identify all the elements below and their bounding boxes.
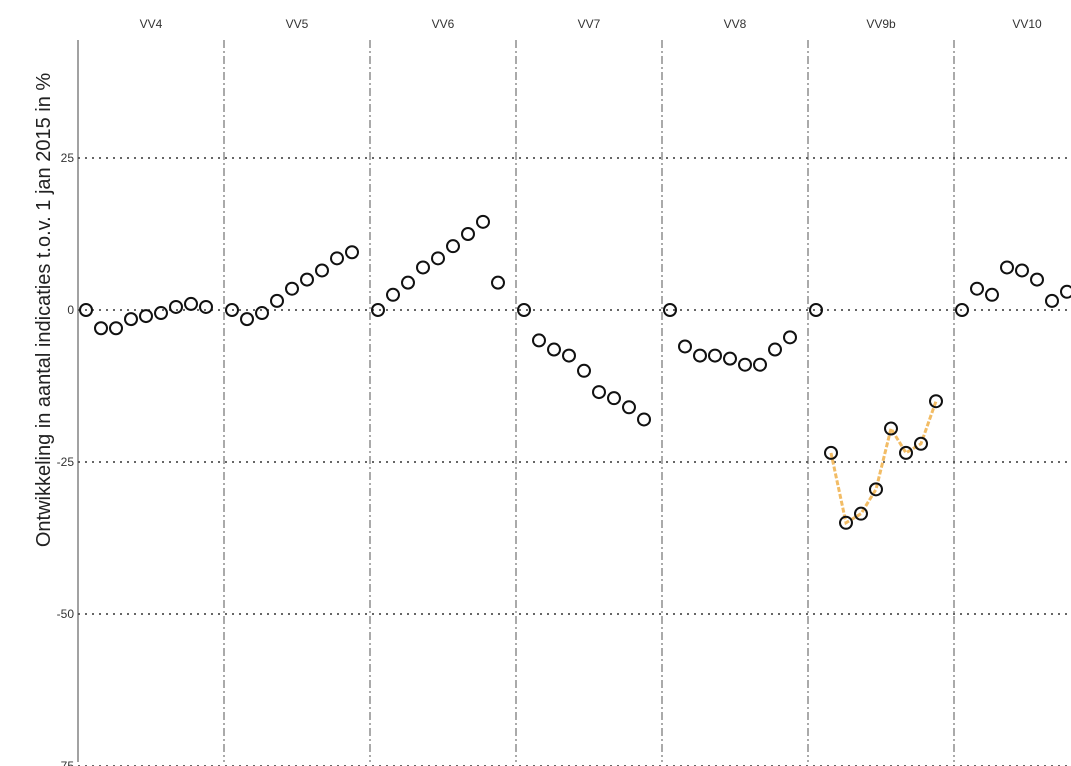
series-line-vv9b: [829, 400, 938, 526]
data-point: [517, 303, 531, 317]
panel-title: VV7: [578, 17, 601, 31]
data-point: [1000, 260, 1014, 275]
data-point: [109, 321, 123, 336]
data-point: [839, 515, 853, 530]
data-point: [547, 342, 561, 357]
panel-title: VV8: [724, 17, 747, 31]
data-point: [184, 296, 198, 311]
data-point: [169, 299, 183, 314]
data-point: [139, 309, 153, 324]
data-point: [970, 281, 984, 296]
data-point: [79, 303, 93, 317]
data-point: [577, 363, 591, 378]
data-point: [723, 351, 737, 366]
data-point: [637, 412, 651, 427]
panel-title: VV9b: [866, 17, 896, 31]
data-point: [386, 287, 400, 302]
data-point: [154, 306, 168, 321]
data-point: [199, 299, 213, 314]
y-tick-label: -50: [57, 607, 75, 621]
data-point: [1030, 272, 1044, 287]
data-point: [371, 303, 385, 317]
panel-vv7: VV7: [517, 17, 651, 427]
panel-title: VV4: [140, 17, 163, 31]
panel-vv10: VV10: [955, 17, 1071, 317]
data-point: [285, 281, 299, 296]
panel-vv6: VV6: [371, 17, 505, 317]
data-point: [300, 272, 314, 287]
panel-vv9b: VV9b: [809, 17, 943, 530]
data-point: [225, 303, 239, 317]
data-point: [491, 275, 505, 290]
panel-vv4: VV4: [79, 17, 213, 336]
data-point: [985, 287, 999, 302]
panel-vv5: VV5: [225, 17, 359, 327]
data-point: [809, 303, 823, 317]
panel-title: VV5: [286, 17, 309, 31]
data-point: [476, 214, 490, 229]
data-point: [240, 312, 254, 327]
panel-title: VV10: [1012, 17, 1042, 31]
y-tick-label: -25: [57, 455, 75, 469]
data-point: [783, 330, 797, 345]
data-point: [884, 421, 898, 436]
data-point: [416, 260, 430, 275]
data-point: [854, 506, 868, 521]
data-point: [446, 239, 460, 254]
data-point: [562, 348, 576, 363]
data-point: [255, 306, 269, 321]
data-point: [768, 342, 782, 357]
data-point: [693, 348, 707, 363]
data-point: [124, 312, 138, 327]
data-point: [592, 385, 606, 400]
data-point: [270, 293, 284, 308]
panel-title: VV6: [432, 17, 455, 31]
data-point: [753, 357, 767, 372]
data-point: [869, 482, 883, 497]
data-point: [955, 303, 969, 317]
data-point: [738, 357, 752, 372]
grid: [78, 157, 1071, 766]
data-point: [899, 445, 913, 460]
data-point: [678, 339, 692, 354]
y-axis-label: Ontwikkeling in aantal indicaties t.o.v.…: [33, 73, 55, 548]
data-point: [345, 245, 359, 260]
data-point: [1015, 263, 1029, 278]
data-point: [622, 400, 636, 415]
panel-vv8: VV8: [663, 17, 797, 372]
data-point: [929, 394, 943, 409]
data-point: [607, 391, 621, 406]
data-point: [663, 303, 677, 317]
y-ticks: -75 -50 -25 0 25: [57, 151, 75, 766]
data-point: [1045, 293, 1059, 308]
y-tick-label: 0: [67, 303, 74, 317]
data-point: [330, 251, 344, 266]
data-point: [914, 436, 928, 451]
panels: VV4 VV5 VV6 VV7 VV8 VV9b VV10: [79, 17, 1071, 530]
y-tick-label: -75: [57, 759, 75, 766]
data-point: [532, 333, 546, 348]
data-point: [1060, 284, 1071, 299]
data-point: [824, 445, 838, 460]
data-point: [401, 275, 415, 290]
data-point: [94, 321, 108, 336]
data-point: [315, 263, 329, 278]
data-point: [708, 348, 722, 363]
data-point: [461, 227, 475, 241]
y-tick-label: 25: [61, 151, 75, 165]
panel-dividers: [77, 40, 955, 762]
data-point: [431, 251, 445, 266]
